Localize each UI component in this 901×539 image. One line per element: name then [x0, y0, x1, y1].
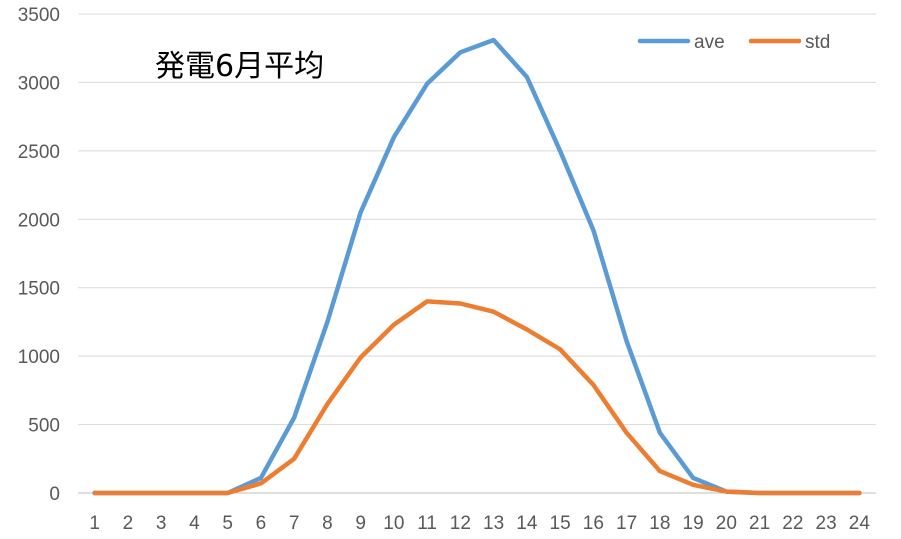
- y-axis: 0 500 1000 1500 2000 2500 3000 3500: [18, 5, 60, 505]
- x-tick-label: 9: [355, 513, 366, 534]
- y-tick-label: 500: [28, 416, 60, 437]
- y-tick-label: 2000: [18, 210, 60, 231]
- x-tick-label: 7: [289, 513, 300, 534]
- gridlines: [78, 13, 876, 494]
- x-tick-label: 2: [123, 513, 134, 534]
- x-tick-label: 20: [716, 513, 737, 534]
- x-axis: 1 2 3 4 5 6 7 8 9 10 11 12 13 14 15 16 17 18 19 20 21 22 23 24: [89, 513, 870, 534]
- x-tick-label: 8: [322, 513, 333, 534]
- x-tick-label: 22: [782, 513, 803, 534]
- x-tick-label: 18: [649, 513, 670, 534]
- x-tick-label: 11: [417, 513, 437, 534]
- x-tick-label: 6: [256, 513, 267, 534]
- series-line-std: [92, 299, 862, 496]
- x-tick-label: 24: [849, 513, 871, 534]
- x-tick-label: 15: [550, 513, 571, 534]
- y-tick-label: 1500: [18, 279, 60, 300]
- x-tick-label: 17: [616, 513, 637, 534]
- x-tick-label: 1: [89, 513, 100, 534]
- x-tick-label: 23: [816, 513, 837, 534]
- x-tick-label: 10: [383, 513, 404, 534]
- legend: ave std: [637, 32, 830, 53]
- y-tick-label: 3500: [18, 5, 60, 26]
- x-tick-label: 16: [583, 513, 604, 534]
- x-tick-label: 21: [749, 513, 770, 534]
- y-tick-label: 3000: [18, 73, 60, 94]
- chart-title: 発電6月平均: [155, 49, 324, 84]
- legend-label-ave: ave: [694, 32, 725, 53]
- x-tick-label: 5: [222, 513, 233, 534]
- x-tick-label: 3: [156, 513, 167, 534]
- series-lines: [92, 37, 862, 496]
- y-tick-label: 0: [49, 484, 60, 505]
- x-tick-label: 4: [189, 513, 200, 534]
- x-tick-label: 14: [516, 513, 538, 534]
- y-tick-label: 1000: [18, 347, 60, 368]
- x-tick-label: 19: [683, 513, 704, 534]
- y-tick-label: 2500: [18, 142, 60, 163]
- legend-label-std: std: [805, 32, 830, 53]
- x-tick-label: 13: [483, 513, 504, 534]
- x-tick-label: 12: [450, 513, 471, 534]
